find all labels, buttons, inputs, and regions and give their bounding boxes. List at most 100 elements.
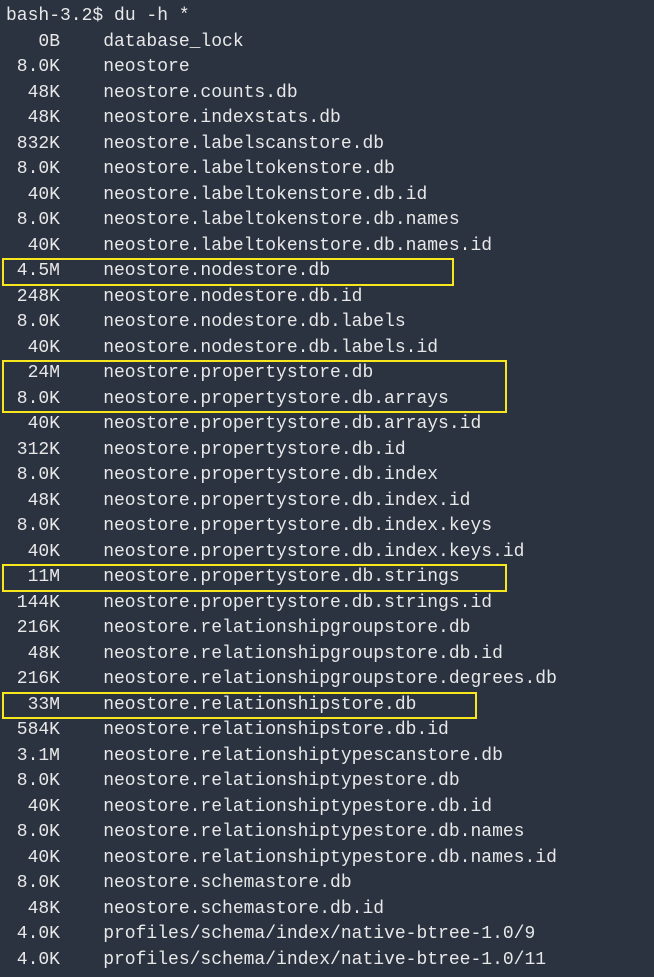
file-size: 8.0K <box>6 769 60 795</box>
file-size: 40K <box>6 412 60 438</box>
column-gap <box>60 718 103 744</box>
file-name: neostore.propertystore.db.arrays.id <box>103 412 481 438</box>
column-gap <box>60 948 103 974</box>
file-size: 4.0K <box>6 948 60 974</box>
file-size: 8.0K <box>6 820 60 846</box>
column-gap <box>60 769 103 795</box>
column-gap <box>60 208 103 234</box>
output-row: 8.0K neostore.relationshiptypestore.db.n… <box>6 820 648 846</box>
output-row: 216K neostore.relationshipgroupstore.deg… <box>6 667 648 693</box>
output-row: 40K neostore.relationshiptypestore.db.na… <box>6 846 648 872</box>
file-name: neostore.labeltokenstore.db.names.id <box>103 234 492 260</box>
output-row: 48K neostore.counts.db <box>6 81 648 107</box>
column-gap <box>60 132 103 158</box>
file-size: 4.0K <box>6 922 60 948</box>
file-name: neostore.relationshipstore.db <box>103 693 416 719</box>
file-size: 8.0K <box>6 55 60 81</box>
column-gap <box>60 616 103 642</box>
column-gap <box>60 871 103 897</box>
column-gap <box>60 922 103 948</box>
file-name: neostore.nodestore.db.labels <box>103 310 405 336</box>
output-row: 40K neostore.propertystore.db.index.keys… <box>6 540 648 566</box>
file-size: 4.5M <box>6 259 60 285</box>
file-name: neostore.propertystore.db.strings.id <box>103 591 492 617</box>
output-row: 8.0K neostore.propertystore.db.arrays <box>6 387 648 413</box>
output-row: 11M neostore.propertystore.db.strings <box>6 565 648 591</box>
column-gap <box>60 387 103 413</box>
column-gap <box>60 846 103 872</box>
output-row: 8.0K neostore.labeltokenstore.db.names <box>6 208 648 234</box>
file-size: 24M <box>6 361 60 387</box>
column-gap <box>60 565 103 591</box>
terminal-window: bash-3.2$ du -h * 0B database_lock8.0K n… <box>0 0 654 977</box>
file-name: neostore.propertystore.db.id <box>103 438 405 464</box>
column-gap <box>60 336 103 362</box>
file-name: neostore.propertystore.db.index <box>103 463 438 489</box>
file-name: neostore.propertystore.db.index.keys <box>103 514 492 540</box>
file-size: 40K <box>6 234 60 260</box>
output-row: 8.0K neostore.relationshiptypestore.db <box>6 769 648 795</box>
prompt-text: bash-3.2$ du -h * <box>6 4 190 30</box>
file-size: 48K <box>6 489 60 515</box>
output-row: 40K neostore.relationshiptypestore.db.id <box>6 795 648 821</box>
output-row: 8.0K neostore <box>6 55 648 81</box>
column-gap <box>60 591 103 617</box>
output-row: 0B database_lock <box>6 30 648 56</box>
file-size: 8.0K <box>6 310 60 336</box>
file-name: neostore.relationshiptypestore.db <box>103 769 459 795</box>
column-gap <box>60 285 103 311</box>
file-name: neostore.labelscanstore.db <box>103 132 384 158</box>
file-size: 40K <box>6 846 60 872</box>
file-size: 11M <box>6 565 60 591</box>
file-name: neostore.propertystore.db.arrays <box>103 387 449 413</box>
output-row: 8.0K neostore.nodestore.db.labels <box>6 310 648 336</box>
column-gap <box>60 157 103 183</box>
file-name: neostore.counts.db <box>103 81 297 107</box>
file-size: 40K <box>6 795 60 821</box>
output-row: 33M neostore.relationshipstore.db <box>6 693 648 719</box>
file-size: 40K <box>6 540 60 566</box>
column-gap <box>60 438 103 464</box>
file-size: 8.0K <box>6 514 60 540</box>
file-name: neostore.relationshipgroupstore.degrees.… <box>103 667 557 693</box>
output-row: 40K neostore.nodestore.db.labels.id <box>6 336 648 362</box>
column-gap <box>60 106 103 132</box>
file-name: profiles/schema/index/native-btree-1.0/1… <box>103 948 546 974</box>
file-name: neostore.relationshiptypestore.db.id <box>103 795 492 821</box>
file-size: 48K <box>6 642 60 668</box>
column-gap <box>60 55 103 81</box>
column-gap <box>60 463 103 489</box>
file-size: 8.0K <box>6 208 60 234</box>
output-row: 40K neostore.labeltokenstore.db.id <box>6 183 648 209</box>
file-name: neostore.propertystore.db <box>103 361 373 387</box>
file-name: neostore.relationshipgroupstore.db.id <box>103 642 503 668</box>
column-gap <box>60 795 103 821</box>
output-row: 48K neostore.indexstats.db <box>6 106 648 132</box>
output-row: 40K neostore.propertystore.db.arrays.id <box>6 412 648 438</box>
output-row: 48K neostore.propertystore.db.index.id <box>6 489 648 515</box>
column-gap <box>60 744 103 770</box>
output-row: 24M neostore.propertystore.db <box>6 361 648 387</box>
file-name: neostore.relationshipgroupstore.db <box>103 616 470 642</box>
output-row: 216K neostore.relationshipgroupstore.db <box>6 616 648 642</box>
column-gap <box>60 820 103 846</box>
file-name: neostore.relationshiptypestore.db.names.… <box>103 846 557 872</box>
column-gap <box>60 897 103 923</box>
output-rows: 0B database_lock8.0K neostore48K neostor… <box>6 30 648 974</box>
column-gap <box>60 81 103 107</box>
file-size: 216K <box>6 667 60 693</box>
file-name: neostore.labeltokenstore.db <box>103 157 395 183</box>
output-row: 8.0K neostore.labeltokenstore.db <box>6 157 648 183</box>
column-gap <box>60 259 103 285</box>
output-row: 584K neostore.relationshipstore.db.id <box>6 718 648 744</box>
file-size: 216K <box>6 616 60 642</box>
file-name: neostore.schemastore.db <box>103 871 351 897</box>
file-name: neostore.labeltokenstore.db.id <box>103 183 427 209</box>
file-size: 48K <box>6 81 60 107</box>
file-size: 144K <box>6 591 60 617</box>
output-row: 832K neostore.labelscanstore.db <box>6 132 648 158</box>
file-size: 48K <box>6 897 60 923</box>
file-name: neostore.propertystore.db.index.id <box>103 489 470 515</box>
file-name: neostore.labeltokenstore.db.names <box>103 208 459 234</box>
column-gap <box>60 514 103 540</box>
